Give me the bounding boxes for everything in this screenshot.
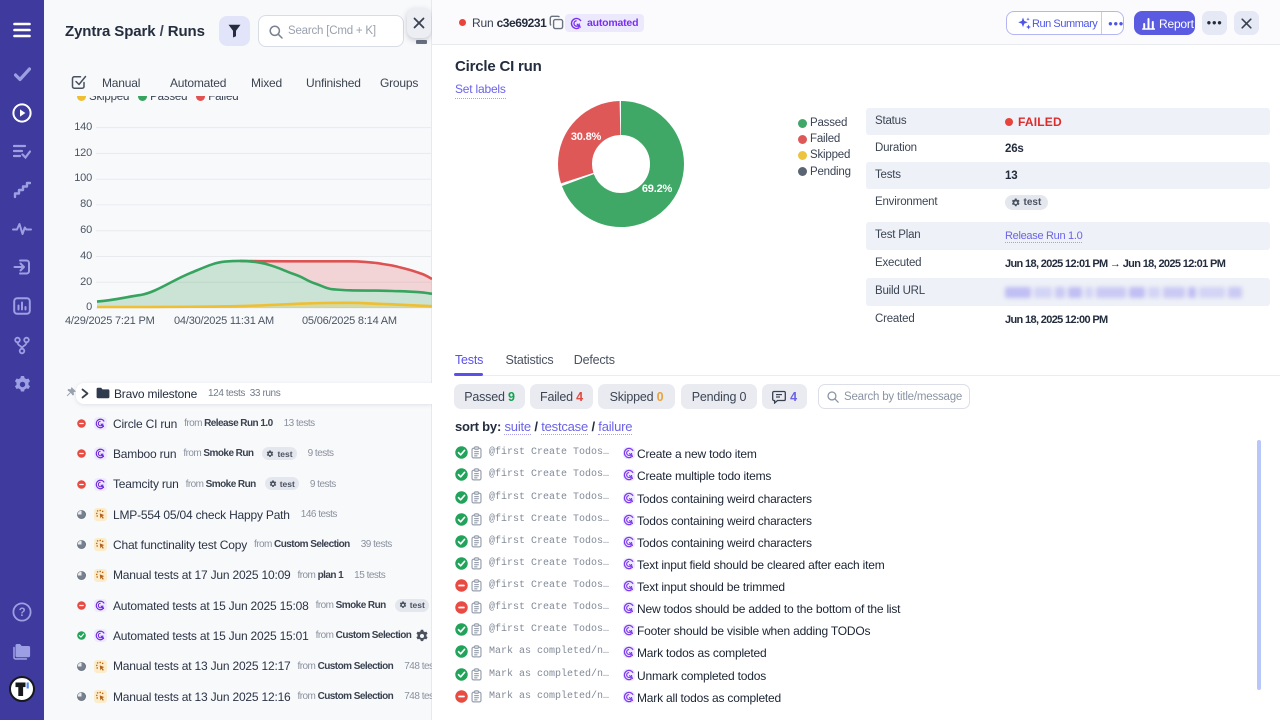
svg-text:?: ? [19, 607, 26, 619]
svg-text:69.2%: 69.2% [642, 183, 673, 195]
svg-text:30.8%: 30.8% [571, 131, 602, 143]
